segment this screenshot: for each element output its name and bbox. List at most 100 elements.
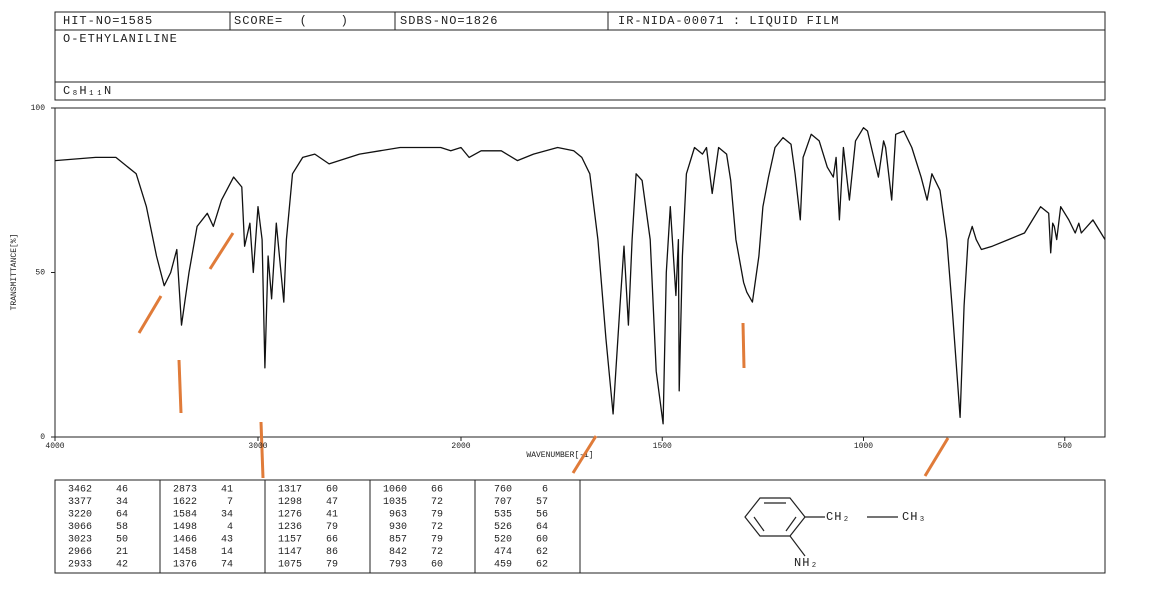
peak-transmittance: 42	[116, 560, 128, 571]
peak-transmittance: 43	[221, 535, 233, 546]
annotation-stroke	[571, 435, 598, 474]
y-tick-label: 100	[31, 104, 46, 113]
peak-wavenumber: 459	[494, 560, 512, 571]
x-tick-label: 2000	[451, 442, 470, 451]
x-tick-label: 4000	[45, 442, 64, 451]
peak-transmittance: 79	[431, 535, 443, 546]
structure-label: NH₂	[794, 556, 819, 570]
peak-transmittance: 64	[116, 510, 128, 521]
peak-wavenumber: 3462	[68, 485, 92, 496]
spectrum-line	[54, 127, 1106, 425]
annotation-stroke	[177, 359, 183, 414]
peak-transmittance: 62	[536, 547, 548, 558]
benzene-ring	[744, 497, 898, 557]
peak-transmittance: 72	[431, 547, 443, 558]
peak-wavenumber: 2933	[68, 560, 92, 571]
peak-transmittance: 57	[536, 497, 548, 508]
peak-wavenumber: 1276	[278, 510, 302, 521]
annotation-stroke	[741, 322, 746, 369]
peak-wavenumber: 3023	[68, 535, 92, 546]
peak-wavenumber: 1298	[278, 497, 302, 508]
y-tick-label: 0	[40, 433, 45, 442]
peak-transmittance: 6	[542, 485, 548, 496]
structure-label: CH₃	[902, 510, 927, 524]
peak-wavenumber: 1376	[173, 560, 197, 571]
peak-transmittance: 34	[221, 510, 233, 521]
peak-transmittance: 58	[116, 522, 128, 533]
peak-transmittance: 66	[326, 535, 338, 546]
peak-wavenumber: 857	[389, 535, 407, 546]
peak-wavenumber: 1466	[173, 535, 197, 546]
peak-transmittance: 21	[116, 547, 128, 558]
peak-transmittance: 74	[221, 560, 233, 571]
x-tick-label: 500	[1058, 442, 1073, 451]
annotation-stroke	[923, 437, 950, 477]
peak-wavenumber: 930	[389, 522, 407, 533]
peak-transmittance: 62	[536, 560, 548, 571]
peak-wavenumber: 1075	[278, 560, 302, 571]
peak-wavenumber: 520	[494, 535, 512, 546]
peak-wavenumber: 1060	[383, 485, 407, 496]
peak-wavenumber: 535	[494, 510, 512, 521]
sdbs-no: SDBS-NO=1826	[400, 14, 498, 28]
y-axis-label: TRANSMITTANCE[%]	[10, 234, 19, 311]
peak-transmittance: 41	[326, 510, 338, 521]
formula: C₈H₁₁N	[63, 84, 112, 98]
annotation-stroke	[137, 295, 163, 334]
structure-label: CH₂	[826, 510, 851, 524]
x-tick-label: 1000	[854, 442, 873, 451]
peak-transmittance: 79	[326, 560, 338, 571]
x-tick-label: 3000	[248, 442, 267, 451]
peak-wavenumber: 1157	[278, 535, 302, 546]
peak-transmittance: 60	[326, 485, 338, 496]
peak-wavenumber: 3377	[68, 497, 92, 508]
score: SCORE= ( )	[234, 14, 349, 28]
x-axis-label: WAVENUMBER[-1]	[526, 451, 593, 460]
peak-wavenumber: 842	[389, 547, 407, 558]
peak-transmittance: 79	[326, 522, 338, 533]
peak-transmittance: 4	[227, 522, 233, 533]
x-tick-label: 1500	[653, 442, 672, 451]
peak-wavenumber: 1458	[173, 547, 197, 558]
peak-transmittance: 60	[536, 535, 548, 546]
peak-wavenumber: 760	[494, 485, 512, 496]
peak-transmittance: 46	[116, 485, 128, 496]
peak-transmittance: 64	[536, 522, 548, 533]
peak-wavenumber: 1498	[173, 522, 197, 533]
peak-transmittance: 72	[431, 522, 443, 533]
peak-wavenumber: 1584	[173, 510, 197, 521]
peak-transmittance: 86	[326, 547, 338, 558]
annotation-stroke	[208, 232, 235, 270]
peak-wavenumber: 1622	[173, 497, 197, 508]
header-box	[54, 11, 1106, 101]
peak-transmittance: 14	[221, 547, 233, 558]
compound-name: O-ETHYLANILINE	[63, 32, 178, 46]
peak-wavenumber: 707	[494, 497, 512, 508]
peak-wavenumber: 1035	[383, 497, 407, 508]
peak-wavenumber: 474	[494, 547, 512, 558]
peak-transmittance: 47	[326, 497, 338, 508]
peak-transmittance: 34	[116, 497, 128, 508]
peak-wavenumber: 526	[494, 522, 512, 533]
annotations	[137, 232, 950, 479]
peak-wavenumber: 963	[389, 510, 407, 521]
peak-wavenumber: 2966	[68, 547, 92, 558]
peak-wavenumber: 1147	[278, 547, 302, 558]
peak-transmittance: 72	[431, 497, 443, 508]
plot-frame	[54, 107, 1106, 438]
annotation-stroke	[259, 421, 265, 479]
y-tick-label: 50	[35, 269, 45, 278]
peak-transmittance: 7	[227, 497, 233, 508]
peak-transmittance: 79	[431, 510, 443, 521]
peak-wavenumber: 1317	[278, 485, 302, 496]
peak-transmittance: 56	[536, 510, 548, 521]
peak-transmittance: 50	[116, 535, 128, 546]
peak-wavenumber: 1236	[278, 522, 302, 533]
peak-transmittance: 66	[431, 485, 443, 496]
hit-no: HIT-NO=1585	[63, 14, 153, 28]
peak-wavenumber: 793	[389, 560, 407, 571]
peak-transmittance: 60	[431, 560, 443, 571]
peak-wavenumber: 3066	[68, 522, 92, 533]
method: IR-NIDA-00071 : LIQUID FILM	[618, 14, 839, 28]
